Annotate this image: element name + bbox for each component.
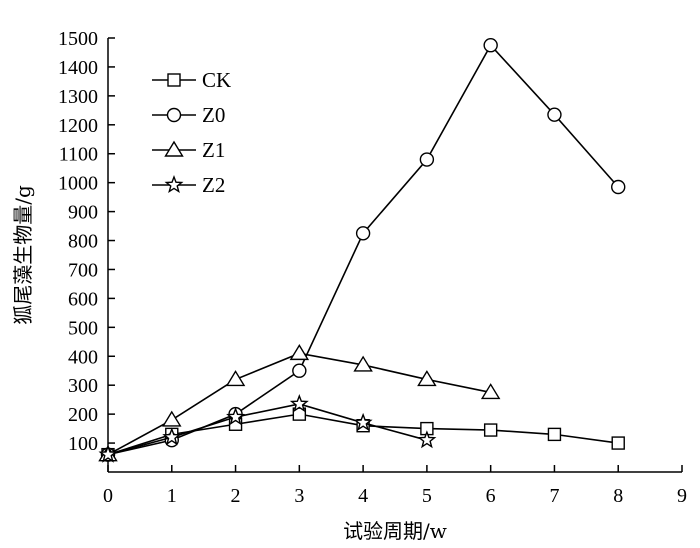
legend-item-z0: Z0: [152, 103, 225, 127]
x-tick-label: 8: [613, 485, 623, 507]
x-axis-ticks: 0 1 2 3 4 5 6 7 8 9: [103, 465, 687, 507]
data-point-z1: [417, 370, 437, 387]
y-tick-label: 1500: [58, 28, 98, 50]
x-tick-label: 5: [422, 485, 432, 507]
legend-item-z2: Z2: [152, 173, 225, 197]
legend-marker-ck: [167, 73, 181, 87]
x-tick-label: 1: [167, 485, 177, 507]
y-tick-label: 300: [68, 375, 98, 397]
y-tick-label: 800: [68, 231, 98, 253]
data-point-z0: [419, 152, 435, 167]
legend-item-z1: Z1: [152, 138, 225, 162]
y-tick-label: 700: [68, 259, 98, 281]
series-layer: [98, 38, 626, 463]
data-point-z2: [289, 394, 309, 413]
legend-marker-z1: [164, 140, 184, 157]
axes: [107, 38, 682, 473]
data-point-z0: [292, 363, 307, 378]
y-tick-label: 900: [68, 202, 98, 224]
data-point-z2: [98, 444, 118, 463]
x-tick-label: 3: [294, 485, 304, 507]
series-line-z0: [107, 43, 619, 456]
y-axis-title: 狐尾藻生物量/g: [11, 185, 35, 325]
data-point-z2: [162, 427, 182, 446]
y-tick-label: 100: [68, 433, 98, 455]
y-tick-label: 1100: [59, 144, 98, 166]
x-axis-title: 试验周期/w: [343, 519, 447, 543]
x-tick-label: 0: [103, 485, 113, 507]
data-point-z0: [483, 38, 498, 53]
legend-label-z1: Z1: [202, 138, 225, 162]
legend-label-ck: CK: [202, 68, 231, 92]
data-point-ck: [483, 423, 498, 437]
legend-marker-z2: [164, 175, 184, 194]
y-tick-label: 400: [68, 346, 98, 368]
y-tick-label: 1000: [58, 173, 98, 195]
y-tick-label: 600: [68, 288, 98, 310]
series-line-z2: [107, 403, 428, 456]
x-tick-label: 9: [677, 485, 687, 507]
data-point-z1: [162, 410, 182, 427]
data-point-z0: [611, 179, 626, 195]
data-point-ck: [547, 427, 562, 442]
data-point-z1: [353, 355, 373, 372]
data-point-z1: [289, 344, 310, 361]
data-point-z0: [355, 226, 371, 241]
data-point-z2: [226, 407, 246, 426]
x-tick-label: 4: [358, 485, 368, 507]
y-tick-label: 1200: [58, 115, 98, 137]
data-point-z2: [417, 430, 437, 449]
x-tick-label: 2: [231, 485, 241, 507]
data-point-z0: [547, 107, 562, 122]
y-tick-label: 1300: [58, 86, 98, 108]
data-point-z2: [353, 412, 373, 431]
legend: CK Z0 Z1 Z2: [152, 68, 231, 197]
series-z0: [100, 38, 626, 462]
y-tick-label: 200: [68, 404, 98, 426]
series-z2: [98, 394, 437, 463]
data-point-z1: [225, 370, 246, 387]
x-tick-label: 6: [486, 485, 496, 507]
legend-label-z0: Z0: [202, 103, 225, 127]
data-point-ck: [611, 436, 625, 450]
x-tick-label: 7: [549, 485, 559, 507]
y-tick-label: 1400: [58, 57, 98, 79]
data-point-z1: [480, 383, 501, 400]
y-tick-label: 500: [68, 317, 98, 339]
legend-item-ck: CK: [152, 68, 231, 92]
y-axis-ticks: 100 200 300 400 500 600 700 800 900 1000 1100 1200 1…: [58, 28, 115, 455]
legend-label-z2: Z2: [202, 173, 225, 197]
legend-marker-z0: [166, 107, 182, 123]
